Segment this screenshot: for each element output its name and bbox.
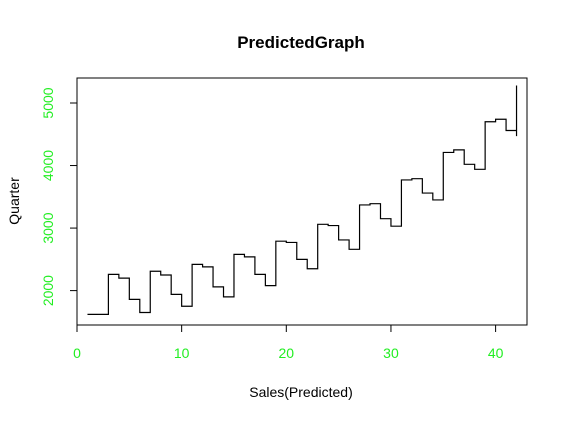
plot-frame xyxy=(76,77,528,326)
chart-title: PredictedGraph xyxy=(237,33,365,52)
x-axis: 0 10 20 30 40 xyxy=(73,324,504,361)
x-tick-label: 20 xyxy=(279,345,295,361)
x-tick-label: 10 xyxy=(174,345,190,361)
x-axis-label: Sales(Predicted) xyxy=(249,384,353,400)
y-tick-label: 4000 xyxy=(40,150,56,181)
x-tick-label: 40 xyxy=(488,345,504,361)
x-tick-label: 30 xyxy=(383,345,399,361)
series-path xyxy=(87,85,518,315)
series-line xyxy=(87,85,518,315)
y-tick-label: 2000 xyxy=(40,275,56,306)
x-tick-label: 0 xyxy=(73,345,81,361)
y-axis-label: Quarter xyxy=(6,177,22,225)
y-axis: 2000 3000 4000 5000 xyxy=(40,87,78,306)
y-tick-label: 5000 xyxy=(40,87,56,118)
y-tick-label: 3000 xyxy=(40,212,56,243)
